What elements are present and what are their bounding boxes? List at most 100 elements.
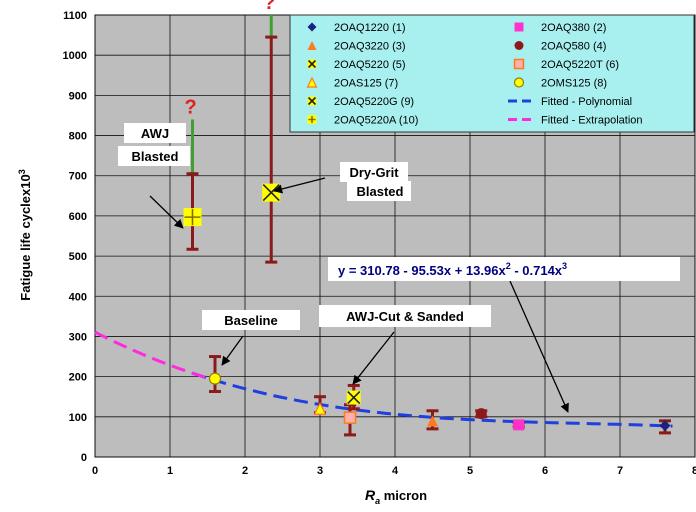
marker-shape bbox=[513, 77, 525, 88]
legend-label: 2OAQ3220 (3) bbox=[334, 41, 406, 53]
data-point bbox=[514, 22, 524, 32]
x-tick-label: 1 bbox=[167, 465, 173, 477]
y-tick-label: 900 bbox=[69, 90, 87, 102]
annotation-arrows bbox=[149, 177, 569, 413]
y-tick-label: 800 bbox=[69, 131, 87, 143]
y-tick-labels: 0 100 200 300 400 500 600 700 800 900 1000 1100 bbox=[63, 10, 87, 464]
arrow bbox=[149, 195, 184, 229]
annotations: AWJ Blasted Dry-Grit Blasted Baseline AWJ-Cut… bbox=[118, 0, 680, 330]
data-point bbox=[513, 77, 525, 88]
data-point bbox=[306, 76, 318, 88]
legend-label: Fitted - Extrapolation bbox=[541, 115, 643, 127]
annot-bg bbox=[319, 305, 491, 327]
annot-bg bbox=[118, 146, 190, 166]
x-tick-labels: 0 1 2 3 4 5 6 7 8 bbox=[92, 465, 696, 477]
x-tick-label: 5 bbox=[467, 465, 473, 477]
marker-cross bbox=[307, 59, 317, 69]
marker-shape bbox=[313, 401, 327, 415]
question-mark: ? bbox=[185, 96, 197, 118]
marker-shape bbox=[513, 419, 525, 431]
marker-shape bbox=[514, 41, 524, 50]
marker-cross bbox=[307, 96, 317, 106]
x-tick-label: 3 bbox=[317, 465, 323, 477]
data-point bbox=[513, 58, 525, 70]
data-point bbox=[307, 96, 317, 106]
x-tick-label: 4 bbox=[392, 465, 399, 477]
legend-label: 2OAQ5220A (10) bbox=[334, 115, 418, 127]
marker-shape bbox=[514, 22, 524, 32]
data-point bbox=[513, 419, 525, 431]
x-tick-label: 2 bbox=[242, 465, 248, 477]
y-tick-label: 1000 bbox=[63, 50, 87, 62]
x-tick-label: 6 bbox=[542, 465, 548, 477]
annotation-dry-grit: Blasted bbox=[357, 184, 404, 199]
marker-shape bbox=[306, 76, 318, 88]
arrow bbox=[352, 331, 395, 385]
legend-label: 2OMS125 (8) bbox=[541, 78, 607, 90]
marker-shape bbox=[475, 408, 487, 420]
legend-label: 2OAQ5220G (9) bbox=[334, 96, 414, 108]
y-tick-label: 1100 bbox=[63, 10, 87, 22]
legend-label: Fitted - Polynomial bbox=[541, 96, 632, 108]
data-point bbox=[262, 183, 281, 202]
annotation-awj-blasted: Blasted bbox=[132, 149, 179, 164]
y-axis-label: Fatigue life cyclex103 bbox=[17, 169, 33, 300]
marker-shape bbox=[208, 372, 222, 385]
arrow bbox=[273, 177, 326, 194]
x-axis-label: Ra micron bbox=[365, 487, 427, 506]
annot-bg bbox=[124, 123, 186, 143]
data-point bbox=[514, 41, 524, 50]
annot-bg bbox=[202, 310, 300, 330]
marker-shape bbox=[513, 58, 525, 70]
annotation-awj-cut: AWJ-Cut & Sanded bbox=[346, 309, 464, 324]
data-point bbox=[343, 411, 357, 424]
data-point bbox=[346, 390, 361, 405]
legend-label: 2OAQ1220 (1) bbox=[334, 22, 406, 34]
fit-equation: y = 310.78 - 95.53x + 13.96x2 - 0.714x3 bbox=[338, 261, 567, 278]
x-tick-label: 7 bbox=[617, 465, 623, 477]
marker-shape bbox=[659, 420, 671, 432]
marker-shape bbox=[307, 22, 317, 32]
y-tick-label: 500 bbox=[69, 251, 87, 263]
legend-label: 2OAQ5220T (6) bbox=[541, 59, 619, 71]
data-point bbox=[307, 22, 317, 32]
annot-bg bbox=[340, 162, 408, 182]
marker-cross bbox=[308, 116, 316, 123]
y-tick-label: 700 bbox=[69, 171, 87, 183]
annotation-dry-grit: Dry-Grit bbox=[349, 165, 399, 180]
data-point bbox=[183, 208, 202, 227]
y-tick-label: 400 bbox=[69, 291, 87, 303]
legend-label: 2OAS125 (7) bbox=[334, 78, 398, 90]
data-point bbox=[313, 401, 327, 415]
marker-cross bbox=[347, 390, 361, 405]
data-point bbox=[208, 372, 222, 385]
marker-shape bbox=[427, 415, 438, 427]
legend: 2OAQ1220 (1) 2OAQ3220 (3) 2OAQ5220 (5) 2OAS… bbox=[289, 14, 695, 133]
data-point bbox=[659, 420, 671, 432]
question-mark: ? bbox=[263, 0, 275, 14]
annot-bg bbox=[347, 181, 411, 201]
y-tick-label: 100 bbox=[69, 412, 87, 424]
marker-shape bbox=[343, 411, 357, 424]
arrow bbox=[221, 335, 244, 366]
legend-box bbox=[289, 14, 695, 133]
fit-line bbox=[94, 330, 216, 382]
x-tick-label: 8 bbox=[692, 465, 696, 477]
data-point bbox=[307, 59, 317, 69]
x-tick-label: 0 bbox=[92, 465, 98, 477]
y-tick-label: 600 bbox=[69, 211, 87, 223]
legend-label: 2OAQ5220 (5) bbox=[334, 59, 406, 71]
annotation-baseline: Baseline bbox=[224, 313, 277, 328]
arrow bbox=[509, 280, 569, 413]
data-point bbox=[307, 115, 317, 124]
y-tick-label: 200 bbox=[69, 372, 87, 384]
legend-label: 2OAQ580 (4) bbox=[541, 41, 606, 53]
data-points bbox=[183, 183, 671, 432]
y-tick-label: 300 bbox=[69, 331, 87, 343]
data-point bbox=[307, 41, 317, 50]
marker-cross bbox=[184, 209, 201, 226]
data-point bbox=[475, 408, 487, 420]
data-point bbox=[427, 415, 438, 427]
y-tick-label: 0 bbox=[81, 452, 87, 464]
